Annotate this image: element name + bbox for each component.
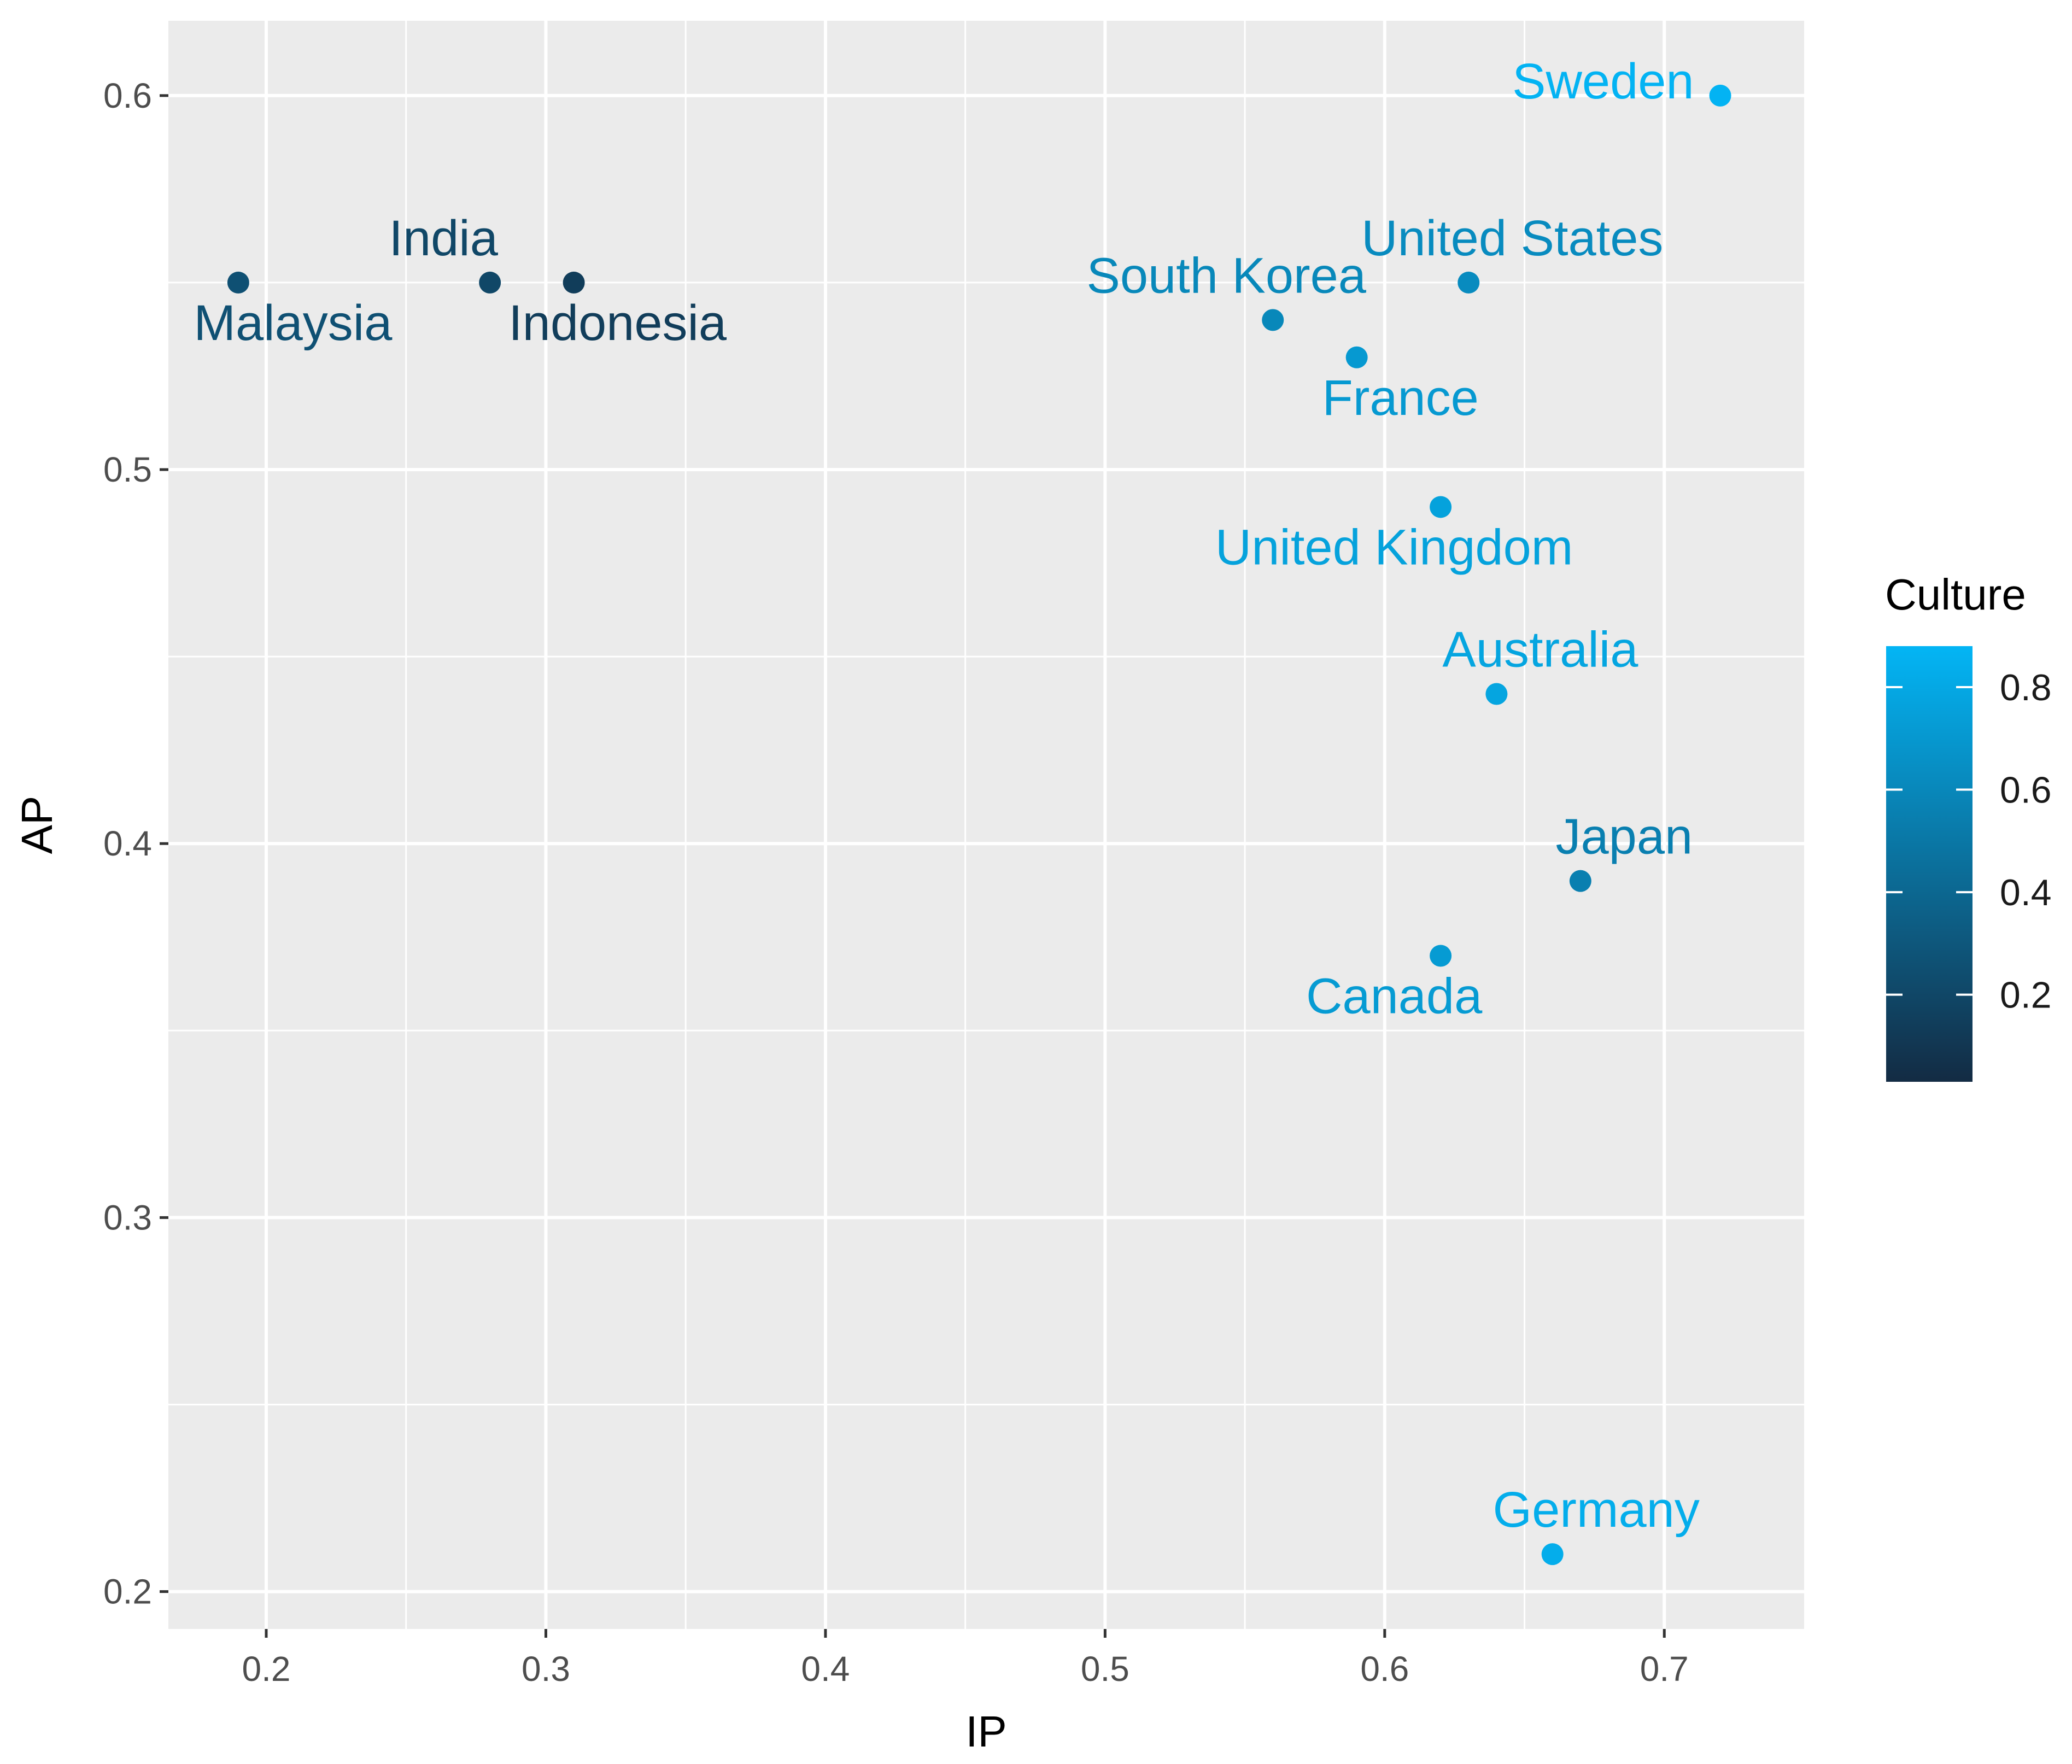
data-point	[1458, 271, 1480, 294]
colorbar-tick-label: 0.4	[2000, 872, 2052, 913]
x-axis-title: IP	[965, 1707, 1007, 1756]
x-tick-label: 0.3	[522, 1649, 570, 1689]
data-point	[479, 271, 501, 294]
data-point	[1485, 683, 1508, 705]
x-tick-label: 0.4	[801, 1649, 850, 1689]
data-point	[1709, 84, 1731, 107]
colorbar	[1886, 646, 1973, 1082]
legend-title: Culture	[1885, 570, 2026, 619]
y-tick-label: 0.4	[103, 824, 152, 863]
data-point	[1430, 496, 1452, 518]
colorbar-tick-label: 0.6	[2000, 770, 2052, 811]
y-tick-label: 0.5	[103, 450, 152, 489]
colorbar-ticks: 0.2 0.4 0.6 0.8	[1886, 667, 2052, 1016]
data-point	[1430, 945, 1452, 967]
point-label: Malaysia	[194, 295, 393, 351]
x-tick-label: 0.7	[1640, 1649, 1689, 1689]
x-tick-label: 0.5	[1081, 1649, 1129, 1689]
point-label: France	[1322, 370, 1479, 426]
legend: Culture 0.2 0.4 0.6 0.8	[1885, 570, 2052, 1082]
point-label: Indonesia	[508, 295, 727, 351]
y-axis-title: AP	[13, 796, 61, 854]
point-label: Sweden	[1512, 54, 1694, 109]
point-label: India	[389, 210, 498, 266]
point-label: Canada	[1306, 968, 1483, 1024]
point-label: South Korea	[1086, 248, 1366, 303]
point-label: Japan	[1556, 809, 1693, 865]
y-tick-label: 0.6	[103, 76, 152, 115]
data-point	[227, 271, 249, 294]
point-label: Germany	[1493, 1482, 1700, 1538]
point-label: United States	[1361, 210, 1663, 266]
y-tick-label: 0.2	[103, 1572, 152, 1611]
x-tick-label: 0.6	[1360, 1649, 1409, 1689]
colorbar-tick-label: 0.8	[2000, 667, 2052, 708]
axis-layer: 0.2 0.3 0.4 0.5 0.6 0.7 0.2 0.3 0.4 0.5 0.6	[103, 76, 1689, 1689]
y-tick-label: 0.3	[103, 1198, 152, 1237]
data-point	[1541, 1543, 1564, 1566]
data-point	[1345, 346, 1368, 368]
data-point	[563, 271, 585, 294]
x-tick-label: 0.2	[242, 1649, 291, 1689]
point-label: Australia	[1442, 622, 1638, 678]
panel-background	[168, 21, 1804, 1629]
data-point	[1569, 870, 1591, 892]
colorbar-tick-label: 0.2	[2000, 975, 2052, 1016]
point-layer	[227, 84, 1731, 1566]
grid-layer	[168, 21, 1804, 1629]
data-point	[1262, 309, 1284, 331]
point-label: United Kingdom	[1215, 519, 1573, 575]
